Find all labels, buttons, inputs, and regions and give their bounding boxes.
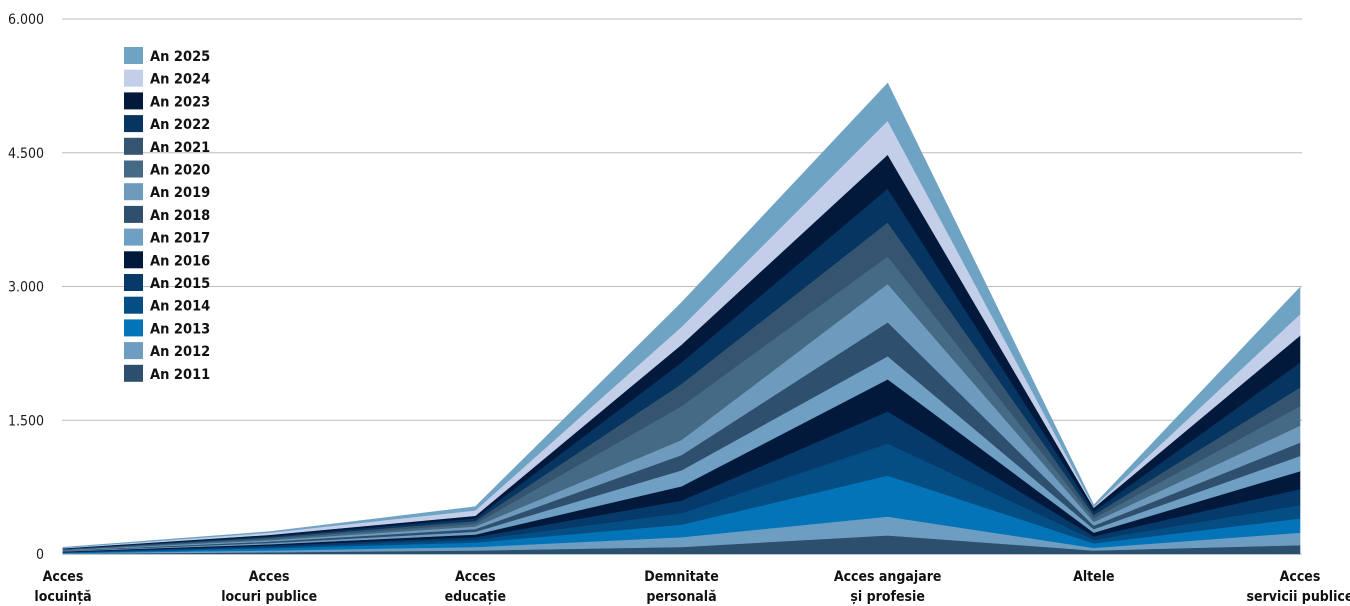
legend-label: An 2015 [150,276,210,292]
legend-label: An 2012 [150,344,210,360]
y-tick-label: 6.000 [8,12,44,28]
legend-swatch [124,137,143,155]
legend-label: An 2018 [150,208,210,224]
legend-label: An 2025 [150,49,210,65]
legend-swatch [124,183,143,201]
x-category-label: Altele [1073,569,1115,585]
legend: An 2025 An 2024 An 2023 An 2022 An 2021 An 20… [124,47,210,383]
legend-label: An 2014 [150,299,210,315]
legend-swatch [124,364,143,382]
x-category-label: Acces servicii publice [1247,569,1350,605]
legend-label: An 2019 [150,185,210,201]
x-category-label: Acces angajare și profesie [834,569,942,605]
legend-label: An 2017 [150,231,210,247]
legend-swatch [124,69,143,87]
legend-swatch [124,115,143,133]
x-category-label: Demnitate personală [644,569,719,605]
legend-swatch [124,205,143,223]
legend-swatch [124,228,143,246]
y-tick-label: 0 [36,547,44,563]
legend-swatch [124,251,143,269]
legend-label: An 2021 [150,140,210,156]
y-tick-label: 1.500 [8,413,44,429]
x-category-label: Acces locuri publice [221,569,317,605]
legend-swatch [124,319,143,337]
legend-swatch [124,274,143,291]
legend-label: An 2022 [150,117,210,133]
legend-swatch [124,47,143,64]
legend-label: An 2013 [150,321,210,337]
legend-label: An 2020 [150,163,210,179]
x-category-label: Acces educație [445,569,506,605]
legend-label: An 2023 [150,94,210,110]
x-axis-labels: Acces locuință Acces locuri publice Acces edu… [34,569,1350,605]
area-series-15 [62,82,1301,549]
legend-swatch [124,160,143,178]
legend-swatch [124,342,143,360]
legend-label: An 2016 [150,253,210,269]
y-tick-label: 4.500 [8,146,44,162]
legend-swatch [124,92,143,110]
legend-swatch [124,296,143,314]
x-category-label: Acces locuință [34,569,91,605]
legend-label: An 2011 [150,367,210,383]
legend-label: An 2024 [150,72,210,88]
area-layer [62,82,1301,555]
y-tick-label: 3.000 [8,280,44,296]
